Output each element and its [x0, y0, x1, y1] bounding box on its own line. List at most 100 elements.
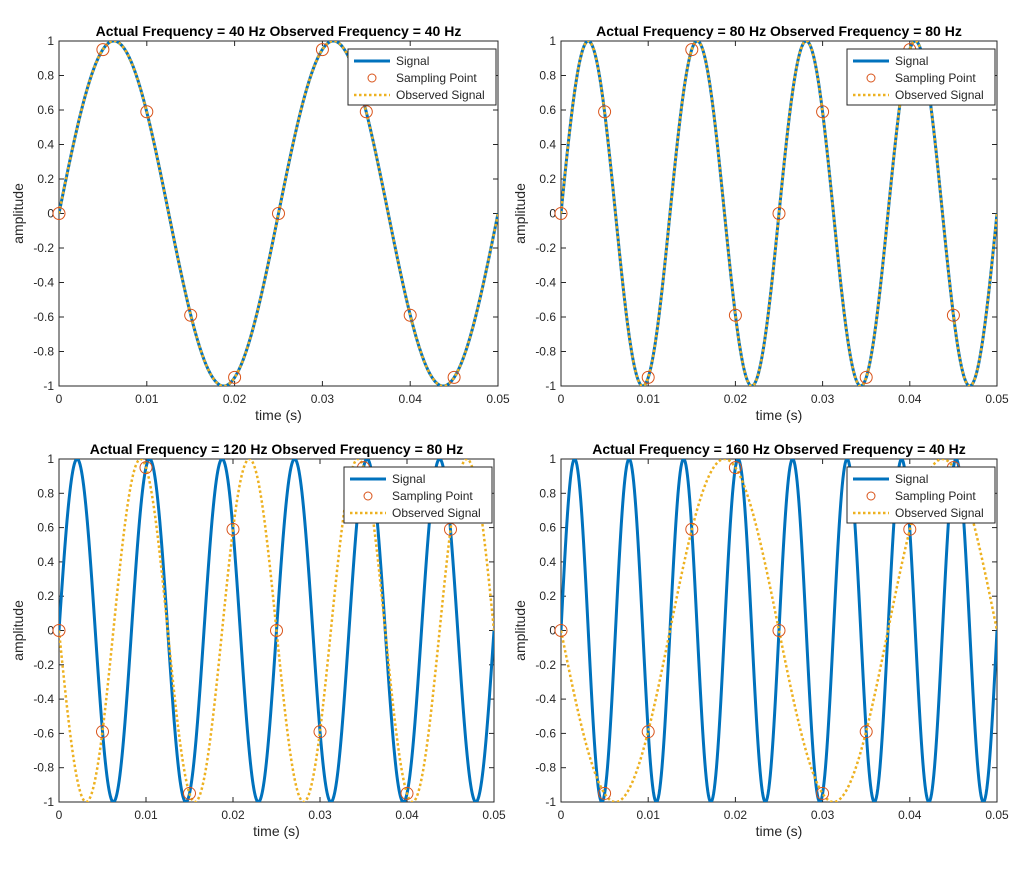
sampling-point-marker: [315, 43, 329, 57]
legend-label-observed-signal: Observed Signal: [895, 506, 984, 520]
sampling-point-marker: [400, 786, 414, 800]
chart-title: Actual Frequency = 120 Hz Observed Frequ…: [90, 441, 463, 457]
sampling-point-marker: [859, 370, 873, 384]
y-tick-label: 0.8: [539, 69, 556, 83]
sampling-point-marker: [554, 207, 568, 220]
y-tick-label: -0.8: [33, 761, 54, 775]
sampling-point-marker: [554, 624, 568, 637]
sampling-point-marker: [140, 105, 154, 119]
y-axis-label: amplitude: [512, 183, 528, 244]
y-tick-label: 1: [549, 452, 556, 466]
y-tick-label: -0.6: [33, 726, 54, 740]
y-tick-label: -0.6: [535, 310, 556, 324]
y-tick-label: 0: [549, 207, 556, 221]
y-tick-label: 0.4: [37, 138, 54, 152]
sampling-point-marker: [52, 207, 66, 220]
y-tick-label: 0.6: [37, 521, 54, 535]
sampling-point-marker: [270, 624, 283, 637]
sampling-point-marker: [96, 43, 110, 57]
x-tick-label: 0.01: [637, 392, 661, 406]
y-tick-label: 0.8: [539, 486, 556, 500]
legend-swatch-sampling-point: [866, 73, 876, 83]
sampling-point-marker: [598, 105, 612, 119]
y-tick-label: -0.6: [535, 726, 556, 740]
y-tick-label: 0.2: [37, 589, 54, 603]
y-axis-label: amplitude: [10, 183, 26, 244]
sampling-point-marker: [403, 308, 417, 322]
series-line-observed-signal: [59, 41, 498, 386]
x-tick-label: 0.02: [724, 392, 748, 406]
x-tick-label: 0.03: [811, 808, 835, 822]
sampling-point-marker: [946, 308, 960, 322]
sampling-point-marker: [816, 105, 830, 119]
sampling-point-marker: [641, 370, 655, 384]
x-tick-label: 0.05: [482, 808, 506, 822]
y-tick-label: 0.6: [539, 521, 556, 535]
sampling-point-marker: [139, 461, 153, 475]
y-tick-label: 0.8: [37, 69, 54, 83]
y-tick-label: -0.4: [535, 276, 556, 290]
y-tick-label: 0.2: [539, 589, 556, 603]
y-tick-label: 0: [47, 624, 54, 638]
x-tick-label: 0.01: [134, 808, 158, 822]
x-tick-label: 0.01: [637, 808, 661, 822]
y-axis-label: amplitude: [512, 600, 528, 661]
chart-panel-1: 0 0.01 0.02 0.03 0.04 0.05 -1 -0.8 -0.6 -0.4 -0.2 0…: [10, 23, 510, 423]
chart-panel-3: 0 0.01 0.02 0.03 0.04 0.05 -1 -0.8 -0.6 -0.4 -0.2 0…: [10, 441, 506, 839]
sampling-point-marker: [598, 786, 612, 800]
sampling-point-marker: [816, 786, 830, 800]
y-tick-label: -0.4: [33, 276, 54, 290]
sampling-point-marker: [272, 207, 285, 220]
x-tick-label: 0: [558, 392, 565, 406]
y-tick-label: 0.4: [37, 555, 54, 569]
x-tick-label: 0: [56, 392, 63, 406]
legend-label-observed-signal: Observed Signal: [396, 88, 485, 102]
legend-box: [846, 48, 996, 106]
sampling-point-marker: [226, 522, 240, 536]
x-tick-label: 0: [56, 808, 63, 822]
x-tick-label: 0.05: [985, 392, 1009, 406]
y-tick-label: -0.8: [535, 761, 556, 775]
x-tick-label: 0: [558, 808, 565, 822]
x-tick-label: 0.03: [811, 392, 835, 406]
curves: [59, 459, 494, 802]
x-tick-label: 0.02: [724, 808, 748, 822]
chart-title: Actual Frequency = 40 Hz Observed Freque…: [96, 23, 462, 39]
y-tick-label: -0.2: [33, 241, 54, 255]
y-tick-label: -0.4: [535, 692, 556, 706]
sampling-point-marker: [685, 522, 699, 536]
legend: Signal Sampling Point Observed Signal: [343, 466, 493, 524]
sampling-point-marker: [52, 624, 66, 637]
y-axis-label: amplitude: [10, 600, 26, 661]
y-tick-label: 0.4: [539, 555, 556, 569]
y-tick-label: -0.8: [33, 345, 54, 359]
x-axis-label: time (s): [756, 823, 803, 839]
x-tick-label: 0.03: [311, 392, 335, 406]
y-tick-label: 0.2: [539, 172, 556, 186]
sampling-point-marker: [772, 207, 786, 220]
legend-label-sampling-point: Sampling Point: [392, 489, 473, 503]
legend-label-sampling-point: Sampling Point: [895, 489, 976, 503]
chart-panel-4: 0 0.01 0.02 0.03 0.04 0.05 -1 -0.8 -0.6 -0.4 -0.2 0…: [512, 441, 1009, 839]
x-tick-label: 0.02: [223, 392, 247, 406]
x-tick-label: 0.04: [395, 808, 419, 822]
x-tick-label: 0.01: [135, 392, 159, 406]
sampling-point-marker: [859, 725, 873, 739]
sampling-point-marker: [183, 786, 196, 800]
x-tick-label: 0.04: [898, 808, 922, 822]
sampling-point-marker: [447, 370, 461, 384]
curves: [59, 41, 498, 386]
x-tick-label: 0.03: [308, 808, 332, 822]
legend-label-signal: Signal: [895, 54, 928, 68]
legend-swatch-sampling-point: [367, 73, 377, 83]
x-tick-label: 0.02: [221, 808, 245, 822]
y-tick-label: 1: [47, 452, 54, 466]
sampling-point-marker: [772, 624, 786, 637]
legend-label-sampling-point: Sampling Point: [895, 71, 976, 85]
y-tick-label: -1: [545, 795, 556, 809]
y-tick-label: -0.2: [535, 658, 556, 672]
sampling-point-marker: [184, 308, 198, 322]
y-tick-label: 0: [47, 207, 54, 221]
y-tick-label: -0.2: [33, 658, 54, 672]
